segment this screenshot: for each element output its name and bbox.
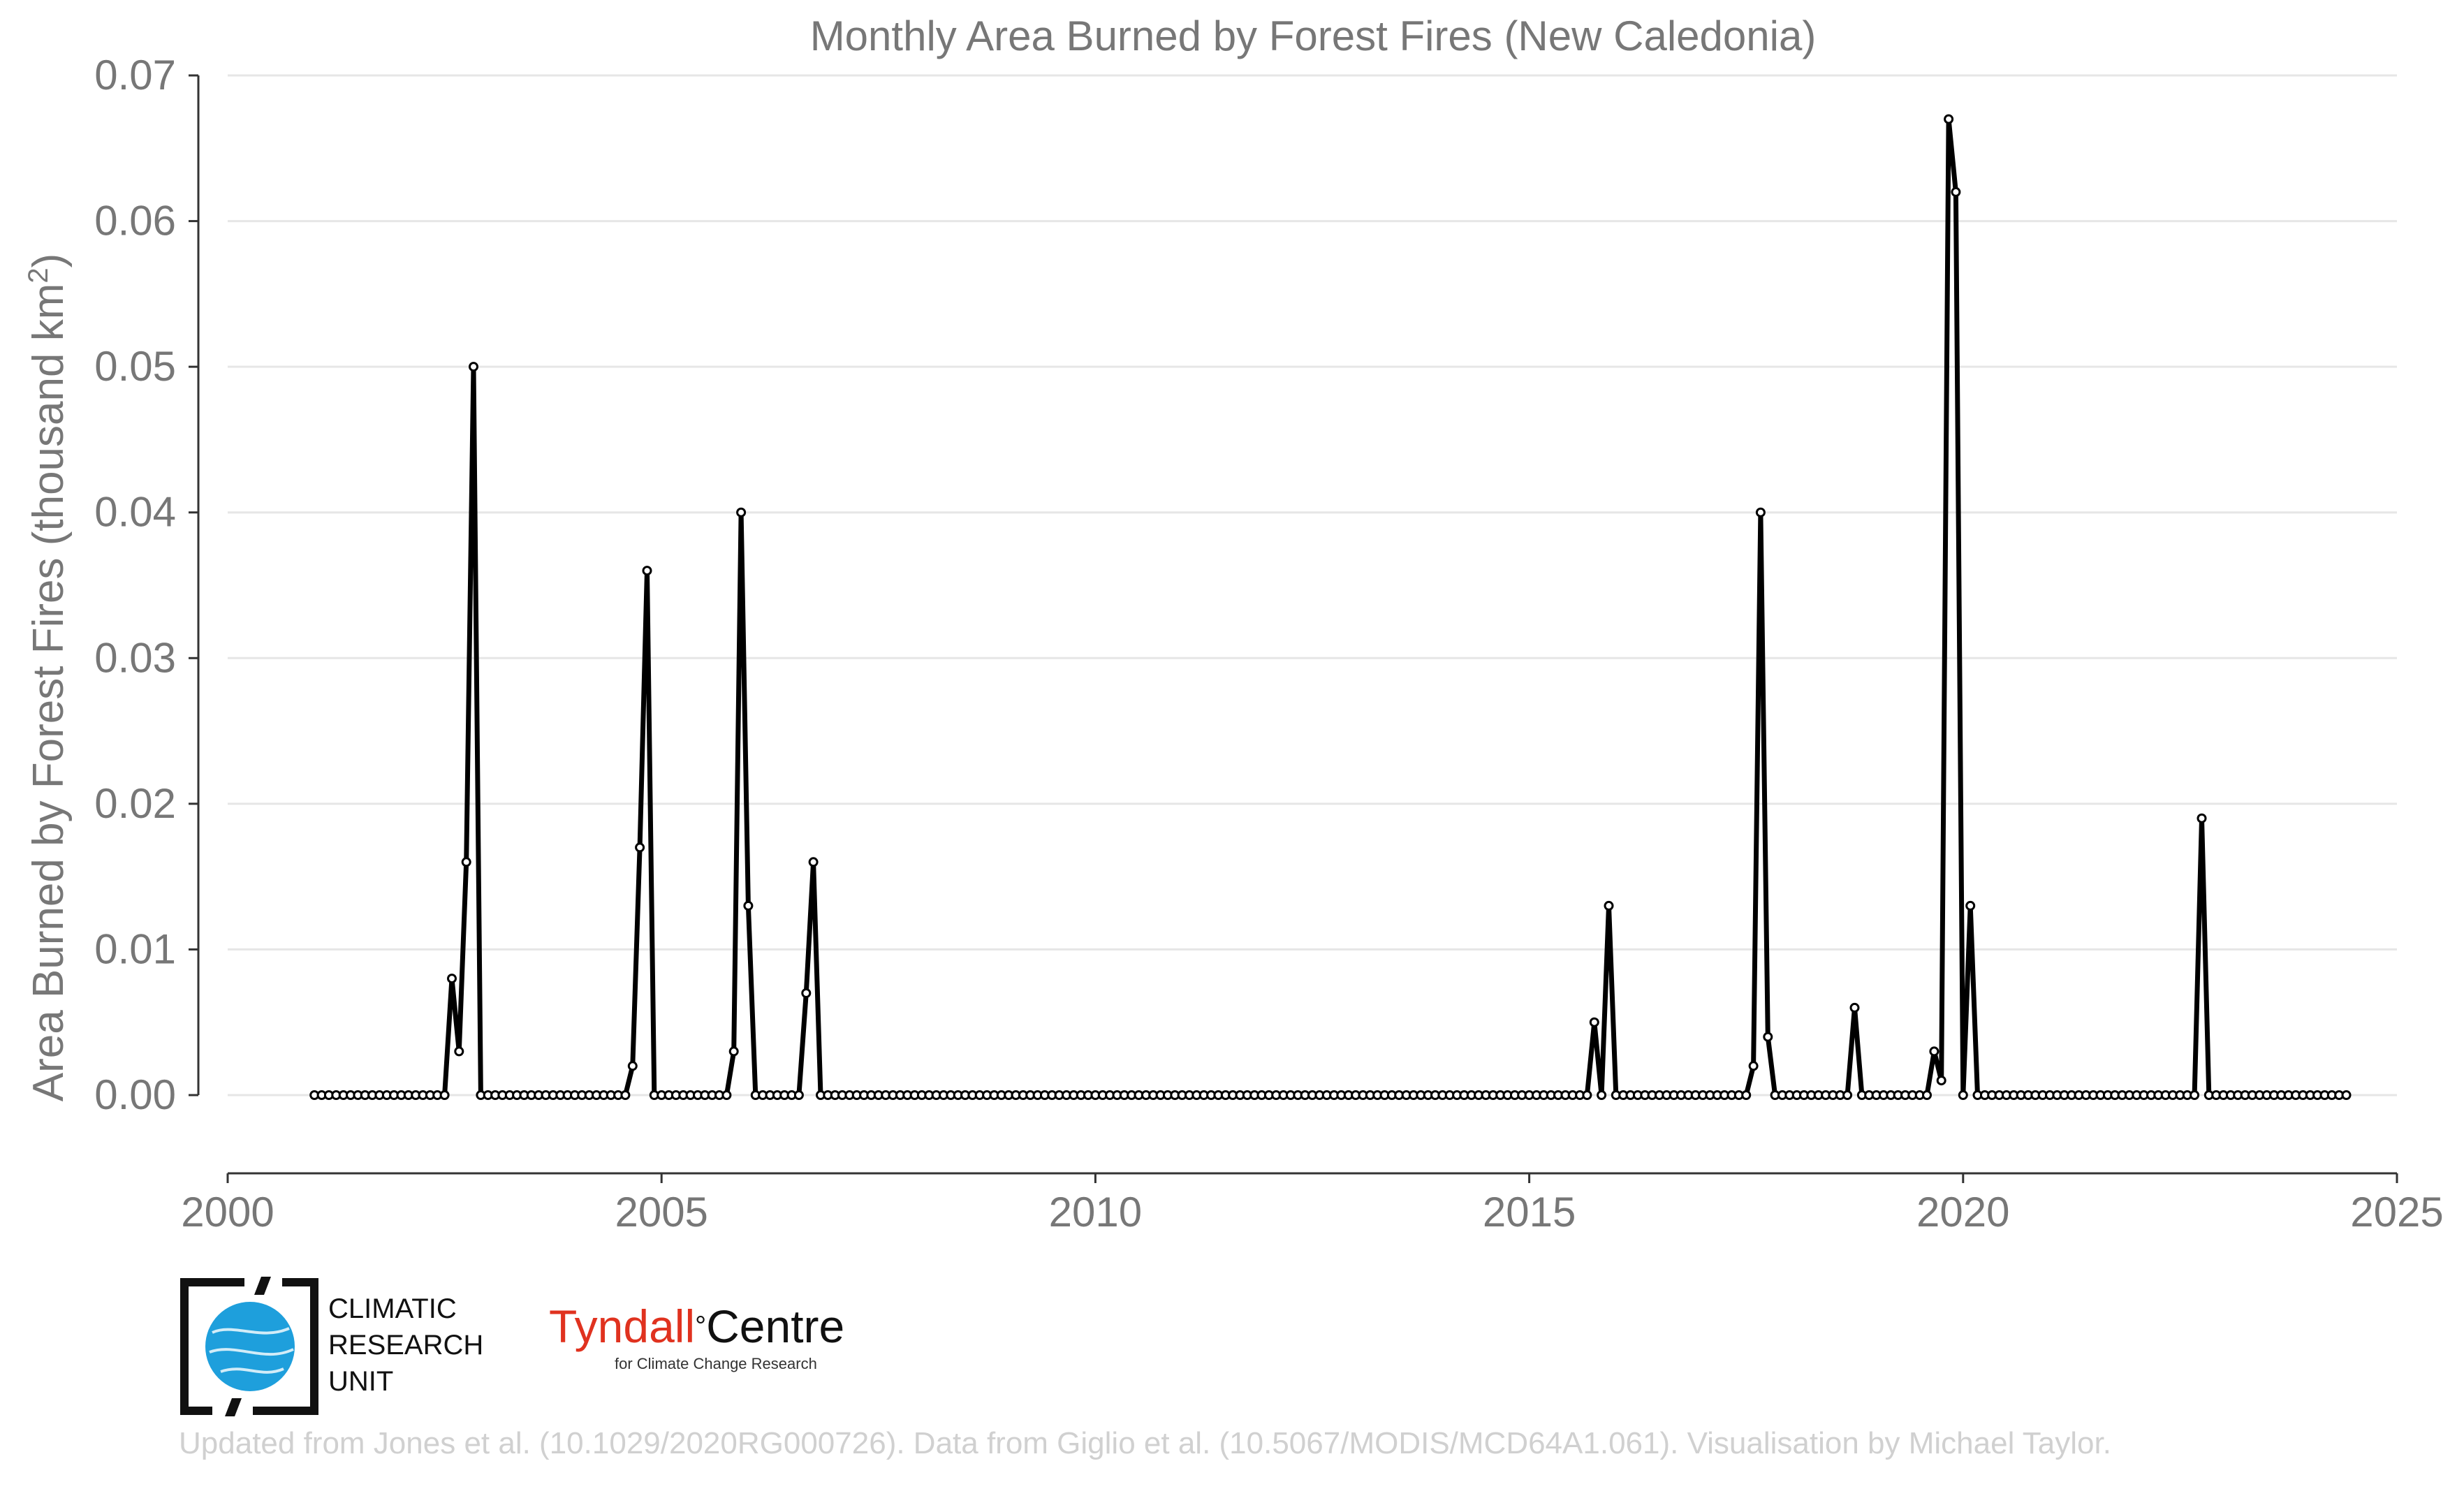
credit-footnote: Updated from Jones et al. (10.1029/2020R… (179, 1426, 2111, 1460)
cru-logo (180, 1277, 318, 1416)
data-point (1849, 1002, 1860, 1013)
y-tick-label: 0.05 (94, 343, 176, 390)
data-point (1922, 1090, 1932, 1100)
y-tick-label: 0.03 (94, 634, 176, 681)
tyndall-logo-degree: ° (695, 1311, 707, 1342)
data-point (1755, 507, 1766, 518)
cru-logo-slash-top (254, 1277, 271, 1295)
data-point (642, 566, 652, 576)
data-point (635, 842, 645, 853)
y-axis-label-close: ) (24, 254, 73, 268)
chart-title: Monthly Area Burned by Forest Fires (New… (810, 13, 1817, 59)
data-point (2197, 813, 2207, 823)
data-point (1763, 1032, 1773, 1042)
data-point (1597, 1090, 1607, 1100)
y-tick-label: 0.04 (94, 489, 176, 536)
y-tick-label: 0.00 (94, 1071, 176, 1118)
data-point (721, 1090, 732, 1100)
cru-logo-frame-left (180, 1278, 189, 1415)
cru-logo-frame-right (310, 1278, 318, 1415)
x-tick-label: 2005 (615, 1189, 707, 1235)
data-point (2190, 1090, 2200, 1100)
data-point (743, 900, 754, 911)
y-axis-label-main: Area Burned by Forest Fires (thousand km (24, 284, 73, 1102)
y-tick-label: 0.07 (94, 52, 176, 98)
data-point (801, 988, 812, 998)
data-point (2341, 1090, 2352, 1100)
tyndall-logo-subtitle: for Climate Change Research (615, 1355, 817, 1372)
data-point (1951, 186, 1961, 197)
cru-logo-frame-top (180, 1278, 244, 1286)
x-tick-label: 2000 (181, 1189, 274, 1235)
cru-line-2: RESEARCH (328, 1330, 484, 1360)
x-tick-label: 2020 (1916, 1189, 2009, 1235)
x-tick-label: 2025 (2350, 1189, 2443, 1235)
cru-logo-slash-bottom (225, 1398, 242, 1416)
gridlines (228, 74, 2397, 1096)
cru-line-3: UNIT (328, 1366, 394, 1397)
y-tick-label: 0.06 (94, 198, 176, 244)
data-point (439, 1090, 450, 1100)
y-axis-ticks: 0.00 0.01 0.02 0.03 0.04 0.05 0.06 0.07 (94, 52, 198, 1118)
data-point (1842, 1090, 1853, 1100)
tyndall-logo: Tyndall°Centre (549, 1303, 844, 1349)
data-point (1936, 1076, 1946, 1086)
x-axis-ticks: 2000 2005 2010 2015 2020 2025 (181, 1173, 2444, 1235)
y-axis-label: Area Burned by Forest Fires (thousand km… (23, 254, 73, 1102)
x-tick-label: 2015 (1483, 1189, 1576, 1235)
data-point (1944, 114, 1954, 124)
data-point (736, 507, 747, 518)
cru-logo-frame-bottom (180, 1407, 212, 1415)
cru-logo-frame-bottom-right (253, 1407, 318, 1415)
data-point (1929, 1046, 1939, 1057)
cru-logo-frame-top-right (282, 1278, 318, 1286)
data-point (1582, 1090, 1592, 1100)
y-axis-label-superscript: 2 (23, 267, 54, 283)
data-point (793, 1090, 804, 1100)
y-tick-label: 0.02 (94, 780, 176, 827)
data-point (620, 1090, 631, 1100)
data-point (461, 857, 471, 867)
tyndall-logo-centre: Centre (706, 1300, 845, 1352)
data-point (808, 857, 819, 867)
globe-swirl-icon (209, 1327, 294, 1374)
data-point (1748, 1061, 1759, 1071)
data-point (1589, 1017, 1599, 1027)
data-point (1604, 900, 1614, 911)
y-tick-label: 0.01 (94, 925, 176, 972)
globe-icon (205, 1302, 295, 1391)
data-point (728, 1046, 739, 1057)
x-tick-label: 2010 (1049, 1189, 1142, 1235)
tyndall-logo-main: Tyndall (549, 1300, 696, 1352)
data-series (309, 114, 2352, 1100)
data-point (454, 1046, 464, 1057)
cru-line-1: CLIMATIC (328, 1293, 457, 1324)
data-point (1965, 900, 1976, 911)
data-point (447, 974, 457, 984)
data-point (1958, 1090, 1968, 1100)
data-point (469, 362, 478, 372)
data-point (1741, 1090, 1752, 1100)
data-point (627, 1061, 638, 1071)
cru-logo-text: CLIMATIC RESEARCH UNIT (328, 1291, 483, 1400)
